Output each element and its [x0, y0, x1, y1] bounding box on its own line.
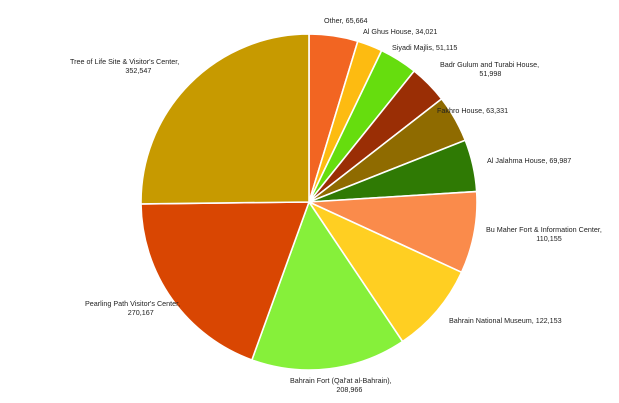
pie-slice-tree-of-life-site-visitor-s-center [140, 33, 310, 205]
data-label-fakhro-house: Fakhro House, 63,331 [437, 106, 508, 115]
data-label-line: Pearling Path Visitor's Center, [85, 299, 180, 308]
data-label-line: 110,155 [536, 234, 561, 243]
data-label-badr-gulum-and-turabi-house: Badr Gulum and Turabi House, 51,998 [440, 60, 539, 78]
pie-slice-pearling-path-visitor-s-center [140, 201, 311, 362]
data-label-al-jalahma-house: Al Jalahma House, 69,987 [487, 156, 571, 165]
pie-slice-bahrain-national-museum [306, 200, 463, 343]
data-label-line: Al Jalahma House, 69,987 [487, 156, 571, 165]
data-label-bahrain-fort-qal-at-al-bahrain: Bahrain Fort (Qal'at al-Bahrain), 208,966 [290, 376, 392, 394]
data-label-line: 208,966 [336, 385, 362, 394]
data-label-line: Bahrain Fort (Qal'at al-Bahrain), [290, 376, 392, 385]
data-label-bahrain-national-museum: Bahrain National Museum, 122,153 [449, 316, 562, 325]
data-label-line: Al Ghus House, 34,021 [363, 27, 437, 36]
data-label-line: 270,167 [128, 308, 154, 317]
data-label-line: Tree of Life Site & Visitor's Center, [70, 57, 179, 66]
pie-slices [140, 33, 478, 371]
data-label-tree-of-life-site-visitor-s-center: Tree of Life Site & Visitor's Center, 352… [70, 57, 179, 75]
data-label-line: Bahrain National Museum, 122,153 [449, 316, 562, 325]
data-label-other: Other, 65,664 [324, 16, 368, 25]
data-label-line: 352,547 [125, 66, 151, 75]
data-label-bu-maher-fort-information-center: Bu Maher Fort & Information Center, 110,1… [486, 225, 602, 243]
data-label-al-ghus-house: Al Ghus House, 34,021 [363, 27, 437, 36]
pie-slice-bahrain-fort-qal-at-al-bahrain [250, 200, 404, 371]
data-label-line: Other, 65,664 [324, 16, 368, 25]
data-label-line: Fakhro House, 63,331 [437, 106, 508, 115]
data-label-line: Badr Gulum and Turabi House, [440, 60, 539, 69]
data-label-line: Siyadi Majlis, 51,115 [392, 43, 457, 52]
data-label-line: 51,998 [479, 69, 501, 78]
pie-data-labels: Other, 65,664 Al Ghus House, 34,021 Siyadi… [70, 16, 602, 394]
data-label-line: Bu Maher Fort & Information Center, [486, 225, 602, 234]
data-label-siyadi-majlis: Siyadi Majlis, 51,115 [392, 43, 457, 52]
data-label-pearling-path-visitor-s-center: Pearling Path Visitor's Center, 270,167 [85, 299, 180, 317]
